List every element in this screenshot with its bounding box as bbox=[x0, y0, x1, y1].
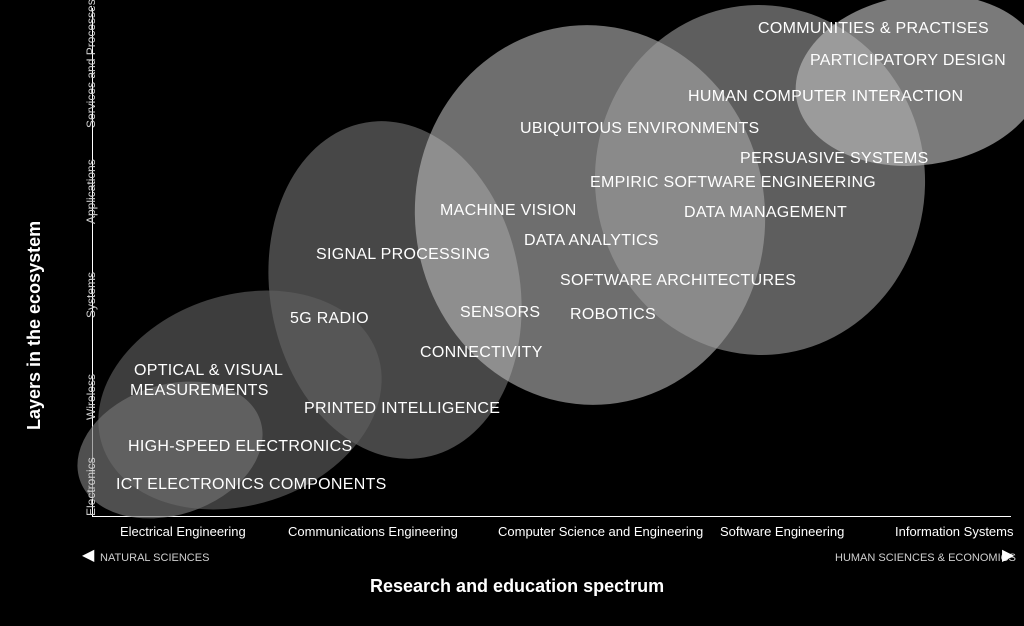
topic-label: DATA MANAGEMENT bbox=[684, 204, 847, 222]
topic-label: ROBOTICS bbox=[570, 306, 656, 324]
topic-label: OPTICAL & VISUAL bbox=[134, 362, 283, 380]
topic-label: SOFTWARE ARCHITECTURES bbox=[560, 272, 796, 290]
topic-label: DATA ANALYTICS bbox=[524, 232, 659, 250]
x-tick: Communications Engineering bbox=[288, 524, 458, 539]
y-tick: Services and Processes bbox=[84, 0, 98, 128]
x-tick: Electrical Engineering bbox=[120, 524, 246, 539]
topic-label: HUMAN COMPUTER INTERACTION bbox=[688, 88, 963, 106]
topic-label: PARTICIPATORY DESIGN bbox=[810, 52, 1006, 70]
topic-label: SENSORS bbox=[460, 304, 540, 322]
topic-label: SIGNAL PROCESSING bbox=[316, 246, 490, 264]
topic-label: MEASUREMENTS bbox=[130, 382, 269, 400]
topic-label: CONNECTIVITY bbox=[420, 344, 543, 362]
x-tick: Computer Science and Engineering bbox=[498, 524, 703, 539]
arrow-left-icon: ◀ bbox=[82, 548, 94, 564]
topic-label: HIGH-SPEED ELECTRONICS bbox=[128, 438, 352, 456]
topic-label: UBIQUITOUS ENVIRONMENTS bbox=[520, 120, 760, 138]
spectrum-right: HUMAN SCIENCES & ECONOMICS bbox=[835, 552, 1016, 564]
topic-label: EMPIRIC SOFTWARE ENGINEERING bbox=[590, 174, 876, 192]
topic-label: 5G RADIO bbox=[290, 310, 369, 328]
topic-label: ICT ELECTRONICS COMPONENTS bbox=[116, 476, 387, 494]
y-tick: Systems bbox=[84, 272, 98, 318]
arrow-right-icon: ▶ bbox=[1002, 548, 1014, 564]
spectrum-left: NATURAL SCIENCES bbox=[100, 552, 209, 564]
x-axis-title: Research and education spectrum bbox=[370, 576, 664, 597]
y-axis-title: Layers in the ecosystem bbox=[24, 221, 45, 430]
ecosystem-diagram: ICT ELECTRONICS COMPONENTS HIGH-SPEED ELE… bbox=[0, 0, 1024, 626]
topic-label: MACHINE VISION bbox=[440, 202, 577, 220]
x-tick: Software Engineering bbox=[720, 524, 844, 539]
topic-label: PRINTED INTELLIGENCE bbox=[304, 400, 500, 418]
x-tick: Information Systems bbox=[895, 524, 1014, 539]
y-tick: Applications bbox=[84, 159, 98, 224]
y-tick: Wireless bbox=[84, 374, 98, 420]
topic-label: PERSUASIVE SYSTEMS bbox=[740, 150, 929, 168]
y-tick: Electronics bbox=[84, 457, 98, 516]
topic-label: COMMUNITIES & PRACTISES bbox=[758, 20, 989, 38]
